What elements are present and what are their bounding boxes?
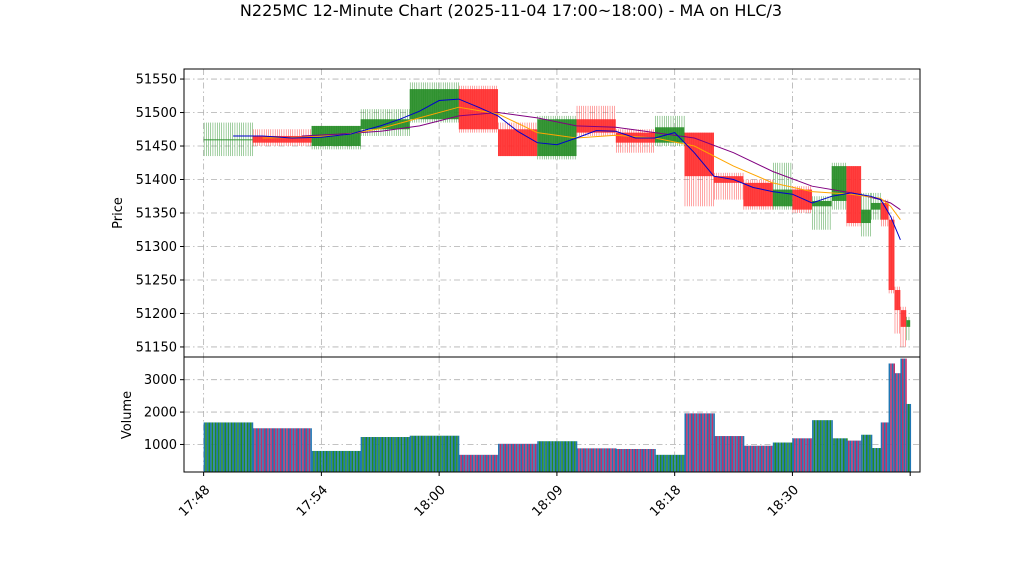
volume-bar: [409, 435, 460, 472]
volume-bar: [894, 373, 901, 472]
volume-bars: [203, 358, 912, 472]
volume-bar: [615, 449, 656, 472]
candle: [846, 166, 862, 227]
volume-panel: 1000 2000 3000 Volume: [120, 356, 921, 473]
x-ticks: 17:48 17:54 18:00 18:09 18:18 18:30: [176, 472, 911, 520]
x-tick-label: 17:48: [176, 483, 213, 520]
price-tick-label: 51350: [136, 207, 177, 222]
price-grid: [184, 69, 920, 357]
volume-bar: [576, 448, 617, 472]
chart-title: N225MC 12-Minute Chart (2025-11-04 17:00…: [240, 1, 782, 20]
candle: [772, 162, 793, 210]
price-axis-label: Price: [111, 197, 126, 229]
price-tick-label: 51150: [136, 340, 177, 355]
candle: [537, 115, 577, 160]
volume-bar: [458, 454, 499, 472]
candle: [203, 122, 253, 157]
candle: [743, 179, 773, 210]
candle: [861, 192, 871, 237]
candle: [792, 186, 813, 213]
ma-short-line: [233, 98, 901, 240]
price-candles: [203, 82, 911, 347]
moving-averages: [233, 98, 901, 240]
candle: [409, 82, 459, 123]
volume-bar: [203, 422, 254, 472]
volume-bar: [906, 403, 912, 472]
x-tick-label: 18:18: [647, 483, 684, 520]
volume-y-ticks: 1000 2000 3000: [144, 373, 184, 453]
price-tick-label: 51450: [136, 140, 177, 155]
price-tick-label: 51300: [136, 240, 177, 255]
volume-tick-label: 3000: [144, 373, 177, 388]
volume-bar: [743, 445, 774, 472]
price-panel: 51150 51200 51250 51300 51350 51400 51450 51500…: [111, 68, 921, 358]
volume-bar: [772, 442, 794, 472]
volume-bar: [311, 450, 362, 472]
volume-bar: [861, 434, 873, 472]
price-tick-label: 51250: [136, 273, 177, 288]
volume-frame: [183, 356, 921, 473]
candle: [888, 216, 895, 294]
volume-axis-label: Volume: [120, 391, 135, 439]
price-tick-label: 51200: [136, 307, 177, 322]
volume-bar: [360, 437, 411, 472]
x-tick-label: 17:54: [294, 483, 331, 520]
price-tick-label: 51400: [136, 173, 177, 188]
price-tick-label: 51500: [136, 106, 177, 121]
candle: [906, 316, 911, 341]
volume-bar: [498, 443, 539, 472]
volume-tick-label: 1000: [144, 438, 177, 453]
price-y-ticks: 51150 51200 51250 51300 51350 51400 51450 51500…: [136, 73, 184, 355]
candle: [831, 162, 847, 210]
volume-bar: [880, 422, 889, 472]
volume-bar: [252, 428, 312, 472]
volume-bar: [713, 436, 745, 472]
volume-bar: [655, 454, 686, 472]
x-tick-label: 18:30: [765, 483, 802, 520]
candle: [498, 122, 538, 157]
volume-bar: [684, 413, 715, 472]
candle: [812, 196, 832, 230]
volume-bar: [900, 358, 907, 472]
volume-bar: [792, 438, 814, 472]
volume-bar: [888, 363, 895, 472]
volume-bar: [831, 438, 848, 472]
volume-bar: [537, 441, 578, 472]
volume-tick-label: 2000: [144, 406, 177, 421]
x-tick-label: 18:09: [529, 483, 566, 520]
x-tick-label: 18:00: [412, 483, 449, 520]
volume-bar: [812, 420, 833, 472]
price-tick-label: 51550: [136, 73, 177, 88]
candle: [458, 85, 499, 133]
candle: [894, 286, 901, 334]
candle: [900, 306, 907, 347]
ma-mid-line: [262, 106, 901, 220]
volume-bar: [870, 448, 883, 472]
volume-bar: [846, 440, 863, 472]
